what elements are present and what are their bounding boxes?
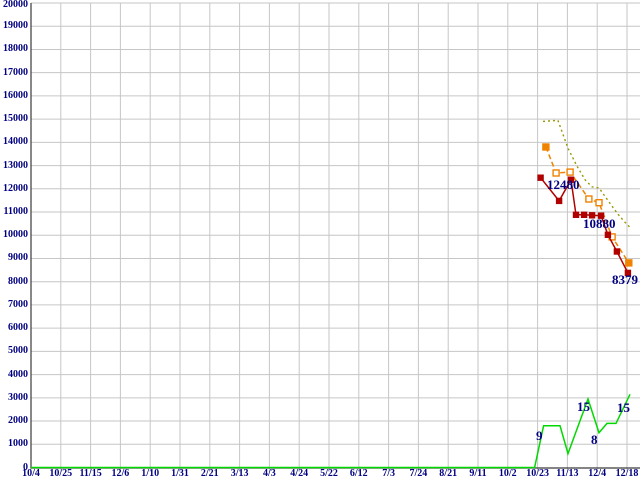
point-label: 10880	[583, 216, 616, 231]
x-tick-label: 12/4	[588, 468, 607, 479]
series-dark-red-line	[537, 174, 632, 277]
y-tick-label: 9000	[8, 252, 28, 264]
series-orange-marker-open-square	[566, 168, 574, 176]
point-label: 12480	[547, 177, 580, 192]
series-green-path	[31, 393, 631, 469]
series-dark-red-marker-filled-square	[613, 248, 621, 255]
x-tick-label: 2/21	[200, 468, 219, 479]
series-green-line	[31, 393, 631, 469]
y-tick-label: 2000	[8, 415, 28, 427]
y-tick-label: 4000	[8, 368, 28, 380]
y-tick-label: 1000	[8, 438, 28, 450]
y-tick-label: 11000	[3, 206, 28, 218]
point-label: 15	[577, 399, 590, 414]
y-tick-label: 0	[23, 461, 28, 473]
x-tick-label: 6/12	[349, 468, 368, 479]
point-label: 9	[536, 428, 543, 443]
gridlines	[30, 2, 640, 472]
series-olive-line	[542, 119, 632, 229]
y-tick-label: 18000	[3, 43, 28, 55]
y-tick-label: 3000	[8, 391, 28, 403]
y-tick-label: 7000	[8, 298, 28, 310]
point-label: 8	[591, 432, 598, 447]
x-tick-label: 10/25	[49, 468, 73, 479]
x-tick-label: 4/24	[290, 468, 309, 479]
y-tick-label: 19000	[3, 20, 28, 32]
y-tick-label: 8000	[8, 275, 28, 287]
series-dark-red-marker-filled-square	[597, 212, 605, 219]
x-tick-label: 11/13	[556, 468, 579, 479]
point-label: 15	[617, 400, 630, 415]
x-tick-label: 7/3	[382, 468, 395, 479]
y-tick-label: 12000	[3, 182, 28, 194]
x-tick-label: 9/11	[469, 468, 487, 479]
series-dark-red-path	[540, 177, 629, 274]
series-dark-red-marker-filled-square	[624, 269, 632, 277]
series-dark-red-marker-filled-square	[537, 174, 544, 181]
series-orange-marker-filled-square	[542, 143, 550, 151]
y-tick-label: 16000	[3, 89, 28, 101]
y-tick-label: 14000	[3, 136, 28, 148]
series-dark-red-marker-filled-square	[580, 211, 588, 219]
x-tick-label: 8/21	[439, 468, 458, 479]
series-orange-marker-open-square	[585, 195, 593, 203]
series-dark-red-marker-filled-square	[555, 197, 563, 205]
x-tick-label: 5/22	[320, 468, 338, 479]
series-dark-red-marker-filled-square	[604, 231, 612, 239]
x-tick-label: 10/23	[526, 468, 549, 479]
x-tick-label: 1/10	[141, 468, 160, 479]
x-tick-label: 11/15	[79, 468, 102, 479]
y-tick-label: 6000	[8, 322, 28, 334]
series-orange-marker-filled-square	[625, 259, 633, 267]
series-orange-marker-open-square	[595, 198, 603, 207]
x-tick-label: 10/2	[498, 468, 517, 479]
x-tick-label: 10/4	[22, 468, 40, 479]
x-tick-label: 4/3	[263, 468, 276, 479]
y-tick-label: 10000	[3, 229, 28, 241]
series-orange-marker-open-square	[552, 169, 560, 177]
y-tick-label: 5000	[8, 345, 28, 357]
y-tick-label: 17000	[3, 66, 28, 78]
series-dark-red-marker-filled-square	[572, 211, 580, 219]
x-tick-label: 12/18	[615, 468, 639, 479]
y-tick-label: 15000	[3, 113, 28, 125]
x-tick-label: 12/6	[111, 468, 130, 479]
series-dark-red-marker-filled-square	[567, 176, 575, 183]
series-dark-red-marker-filled-square	[588, 212, 596, 219]
series-orange-path	[545, 146, 630, 264]
y-tick-label: 13000	[3, 159, 28, 171]
x-tick-label: 7/24	[409, 468, 428, 479]
series-olive-path	[542, 119, 632, 229]
x-tick-label: 1/31	[171, 468, 189, 479]
series-orange-line	[542, 143, 633, 267]
x-tick-label: 3/13	[230, 468, 249, 479]
point-label: 8379	[612, 272, 638, 287]
y-tick-label: 20000	[3, 0, 28, 10]
